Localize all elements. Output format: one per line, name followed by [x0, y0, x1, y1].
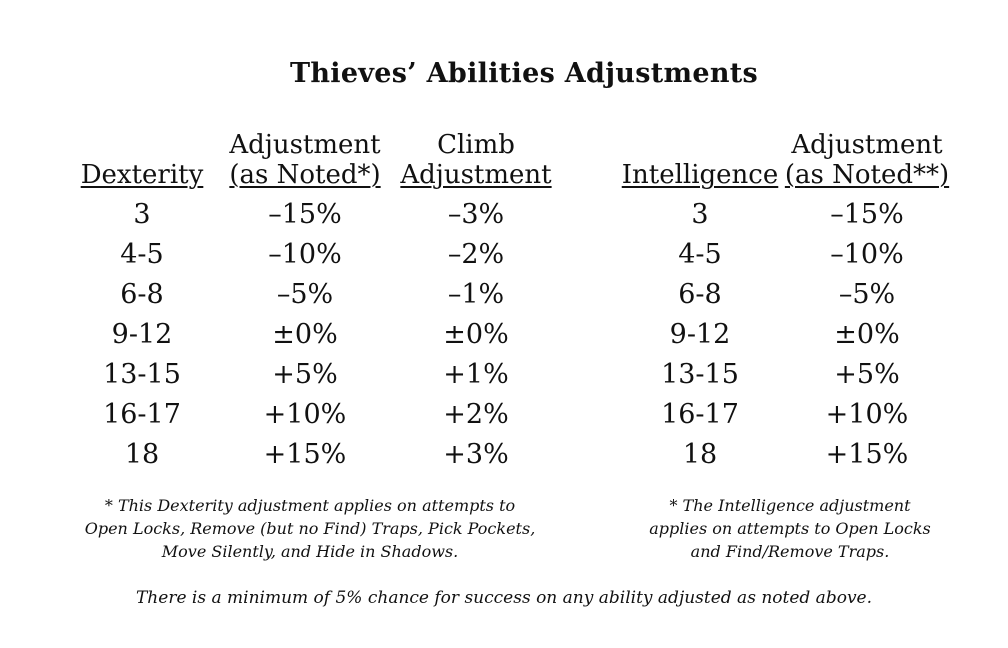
dexterity-footnote-line: Open Locks, Remove (but no Find) Traps, … [84, 519, 536, 538]
dex-adj-cell: –5% [276, 279, 334, 310]
dexterity-header: Dexterity [72, 160, 212, 190]
climb-adj-cell: +1% [443, 359, 509, 390]
int-adj-cell: ±0% [834, 319, 900, 350]
page-title: Thieves’ Abilities Adjustments [289, 58, 759, 89]
int-score-cell: 6-8 [678, 279, 722, 310]
dex-score-cell: 3 [133, 199, 151, 230]
dex-score-cell: 16-17 [103, 399, 181, 430]
dexterity-footnote-line: * This Dexterity adjustment applies on a… [104, 496, 516, 515]
int-score-cell: 16-17 [661, 399, 739, 430]
dexterity-header-label: Dexterity [80, 160, 204, 190]
int-score-cell: 9-12 [669, 319, 731, 350]
dex-adjustment-header-line2: (as Noted*) [229, 160, 381, 190]
dex-adj-cell: ±0% [272, 319, 338, 350]
intelligence-header-label: Intelligence [621, 160, 779, 190]
intelligence-header: Intelligence [620, 160, 780, 190]
intelligence-footnote: * The Intelligence adjustment applies on… [610, 494, 970, 563]
climb-adj-cell: –1% [447, 279, 505, 310]
climb-adj-cell: –3% [447, 199, 505, 230]
int-adj-cell: +15% [825, 439, 909, 470]
dex-score-cell: 18 [124, 439, 160, 470]
int-adjustment-header: Adjustment (as Noted**) [782, 130, 952, 190]
int-adj-cell: –15% [830, 199, 904, 230]
dex-score-cell: 6-8 [120, 279, 164, 310]
climb-adj-cell: +3% [443, 439, 509, 470]
int-adjustment-header-line1: Adjustment [791, 130, 943, 160]
dexterity-footnote: * This Dexterity adjustment applies on a… [40, 494, 580, 563]
intelligence-footnote-line: * The Intelligence adjustment [669, 496, 911, 515]
int-score-cell: 4-5 [678, 239, 722, 270]
dexterity-footnote-line: Move Silently, and Hide in Shadows. [161, 542, 459, 561]
int-adj-cell: –10% [830, 239, 904, 270]
int-adj-cell: +5% [834, 359, 900, 390]
dex-adj-cell: +5% [272, 359, 338, 390]
climb-adjustment-header: Climb Adjustment [396, 130, 556, 190]
int-score-cell: 3 [691, 199, 709, 230]
int-score-cell: 18 [682, 439, 718, 470]
int-adj-cell: –5% [838, 279, 896, 310]
dex-adjustment-header-line1: Adjustment [229, 130, 381, 160]
dex-adjustment-header: Adjustment (as Noted*) [220, 130, 390, 190]
dex-score-cell: 13-15 [103, 359, 181, 390]
dex-adj-cell: +15% [263, 439, 347, 470]
climb-header-line2: Adjustment [400, 160, 552, 190]
int-score-cell: 13-15 [661, 359, 739, 390]
int-adj-cell: +10% [825, 399, 909, 430]
dex-score-cell: 9-12 [111, 319, 173, 350]
climb-header-line1: Climb [437, 130, 515, 160]
climb-adj-cell: ±0% [443, 319, 509, 350]
int-adjustment-header-line2: (as Noted**) [784, 160, 950, 190]
dex-score-cell: 4-5 [120, 239, 164, 270]
intelligence-footnote-line: and Find/Remove Traps. [690, 542, 890, 561]
climb-adj-cell: +2% [443, 399, 509, 430]
dex-adj-cell: –15% [268, 199, 342, 230]
intelligence-footnote-line: applies on attempts to Open Locks [649, 519, 931, 538]
climb-adj-cell: –2% [447, 239, 505, 270]
dex-adj-cell: +10% [263, 399, 347, 430]
minimum-chance-footer: There is a minimum of 5% chance for succ… [135, 588, 873, 608]
dex-adj-cell: –10% [268, 239, 342, 270]
